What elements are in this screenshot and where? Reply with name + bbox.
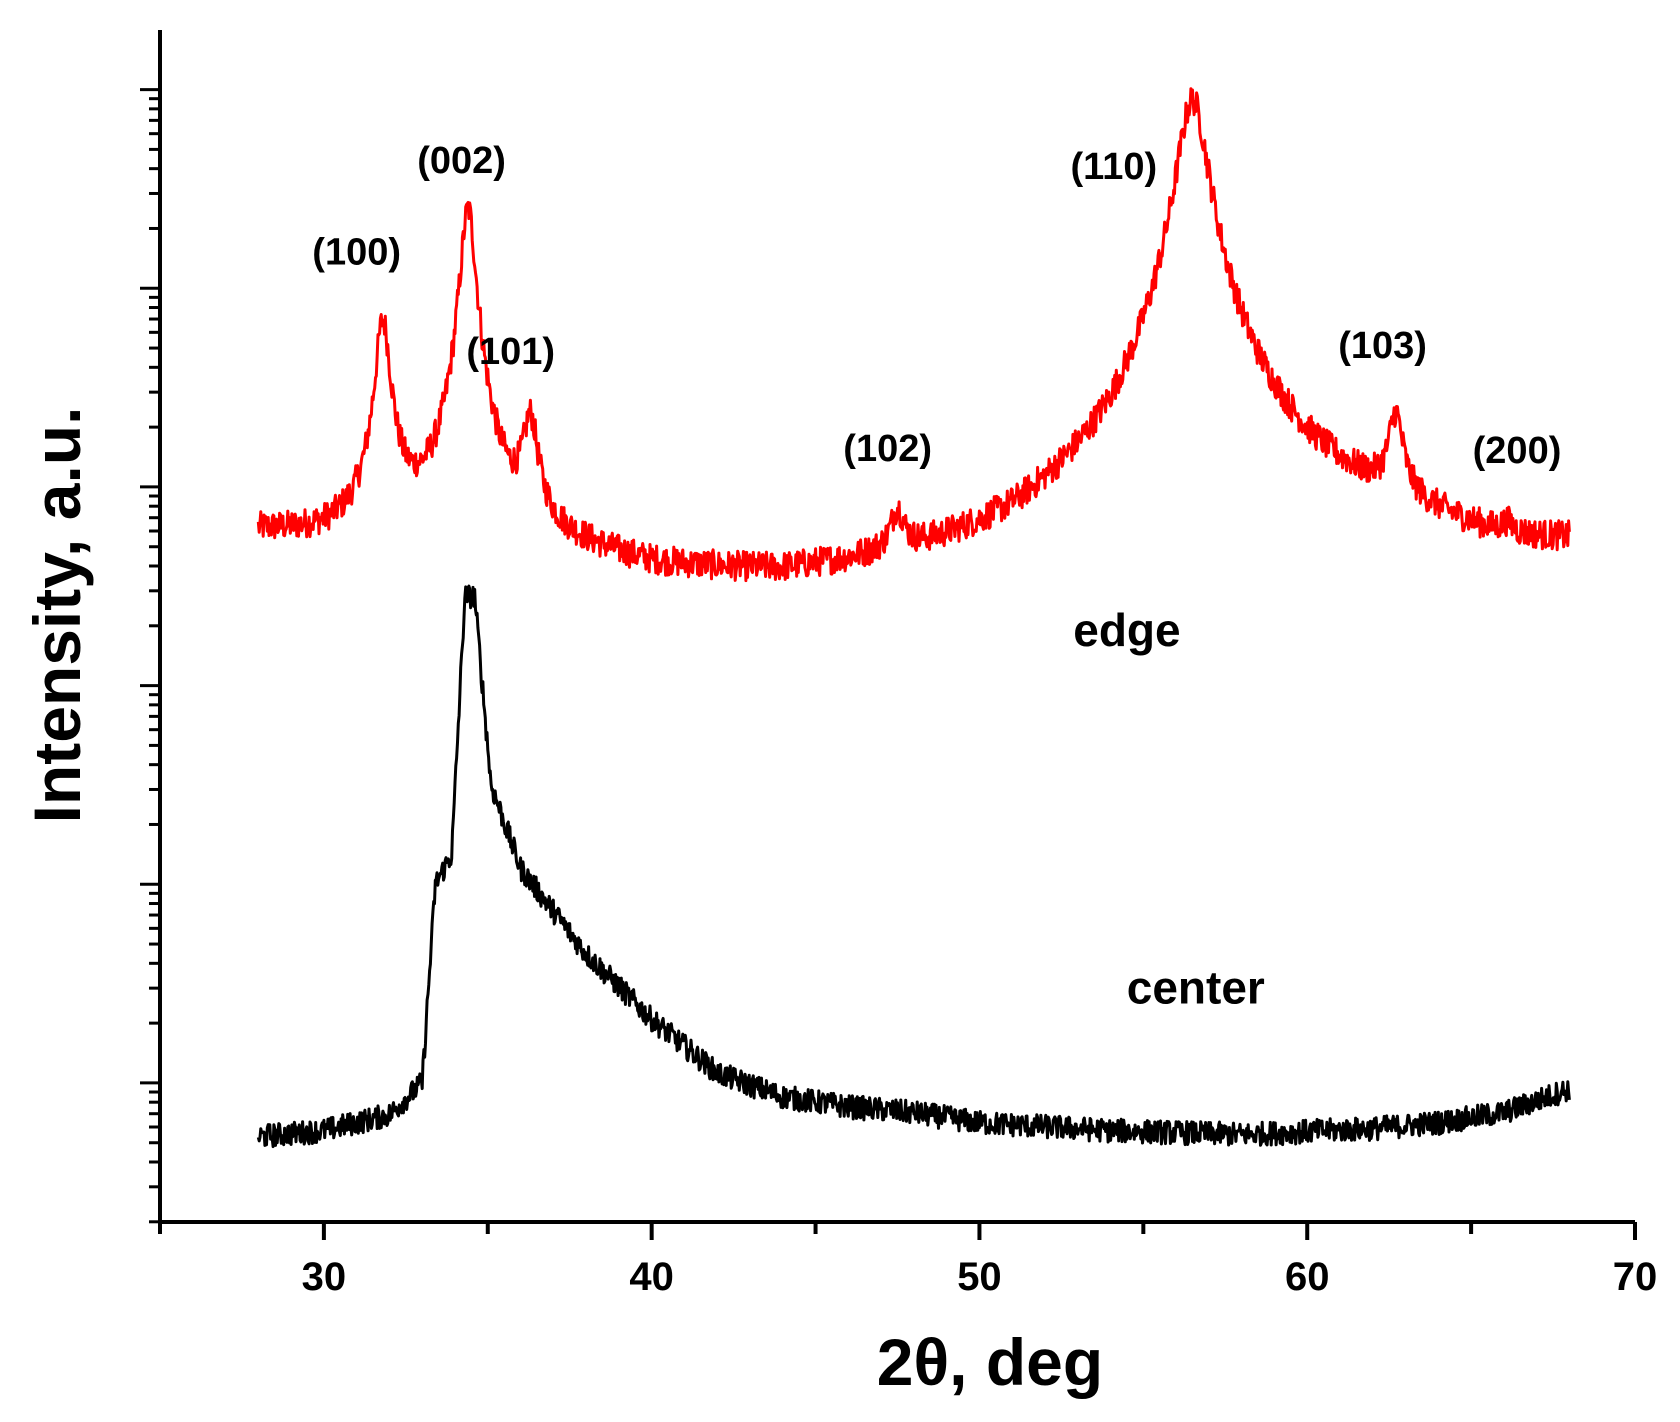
annotation-layer: (100) (002) (101) (102) (110) (103) (200) edge c… bbox=[312, 140, 1561, 1013]
x-tick-label: 60 bbox=[1285, 1255, 1330, 1299]
peak-label: (100) bbox=[312, 231, 401, 273]
peak-label: (002) bbox=[417, 140, 506, 182]
x-tick-label: 40 bbox=[629, 1255, 674, 1299]
peak-label: (103) bbox=[1338, 325, 1427, 367]
peak-label: (200) bbox=[1473, 430, 1562, 472]
x-tick-label: 50 bbox=[957, 1255, 1002, 1299]
series-label-center: center bbox=[1127, 961, 1265, 1013]
x-tick-labels: 30 40 50 60 70 bbox=[302, 1255, 1658, 1299]
x-tick-label: 70 bbox=[1613, 1255, 1658, 1299]
series-line-edge bbox=[256, 87, 1571, 583]
peak-label: (102) bbox=[843, 428, 932, 470]
series-line-center bbox=[256, 584, 1571, 1149]
x-axis-ticks bbox=[158, 1222, 1637, 1240]
x-tick-label: 30 bbox=[302, 1255, 347, 1299]
axes bbox=[158, 30, 1635, 1224]
series-label-edge: edge bbox=[1073, 604, 1180, 656]
x-axis-title: 2θ, deg bbox=[877, 1325, 1103, 1399]
peak-label: (101) bbox=[466, 331, 555, 373]
peak-label: (110) bbox=[1071, 146, 1158, 188]
series-layer bbox=[256, 87, 1571, 1149]
y-axis-ticks bbox=[140, 88, 160, 1224]
y-axis-title: Intensity, a.u. bbox=[20, 407, 94, 824]
